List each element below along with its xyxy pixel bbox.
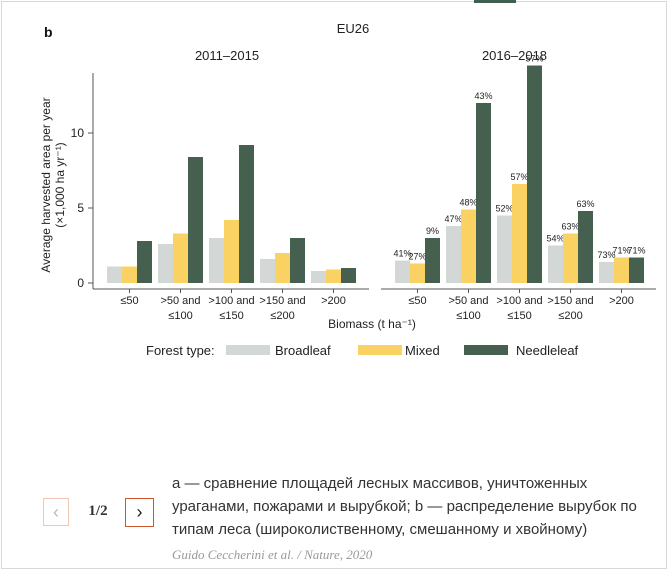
bar-needleleaf [425, 238, 440, 283]
pager-indicator: 1/2 [88, 503, 108, 519]
bar-broadleaf [446, 226, 461, 283]
figure-caption: a — сравнение площадей лесных массивов, … [172, 475, 637, 538]
x-tick-label: >50 and [160, 295, 200, 307]
prev-button[interactable]: ‹ [43, 498, 69, 526]
bar-data-label: 57% [525, 54, 543, 64]
y-axis-title-line1: Average harvested area per year [39, 97, 53, 272]
legend-label-needleleaf: Needleleaf [516, 343, 579, 358]
bar-mixed [173, 233, 188, 283]
bar-mixed [461, 209, 476, 283]
bar-data-label: 43% [474, 91, 492, 101]
bar-data-label: 63% [576, 199, 594, 209]
bar-data-label: 71% [627, 246, 645, 256]
bar-data-label: 48% [459, 198, 477, 208]
y-tick-label: 0 [77, 276, 84, 290]
chevron-left-icon: ‹ [53, 501, 59, 522]
bar-mixed [275, 253, 290, 283]
x-axis-title: Biomass (t ha⁻¹) [328, 317, 416, 331]
panel-label: b [44, 24, 53, 40]
bar-needleleaf [629, 257, 644, 283]
bar-mixed [512, 184, 527, 283]
next-button[interactable]: › [125, 498, 154, 527]
region-title: EU26 [337, 21, 370, 36]
bar-needleleaf [137, 241, 152, 283]
x-tick-label: >50 and [448, 295, 488, 307]
y-tick-label: 10 [71, 126, 85, 140]
harvest-chart: b EU26 0 5 10 Average harvested area per year… [39, 21, 656, 358]
x-tick-label: >150 and [259, 295, 305, 307]
panel-title: 2011–2015 [195, 48, 259, 63]
x-tick-label: ≤150 [219, 310, 243, 322]
y-axis-title: Average harvested area per year(×1,000 h… [39, 97, 67, 272]
bar-data-label: 41% [393, 249, 411, 259]
bar-needleleaf [341, 268, 356, 283]
bar-mixed [224, 220, 239, 283]
bar-mixed [410, 263, 425, 283]
legend-swatch-mixed [358, 345, 402, 355]
bar-needleleaf [578, 211, 593, 283]
bar-broadleaf [599, 262, 614, 283]
x-tick-label: ≤50 [120, 295, 138, 307]
y-axis-title-line2: (×1,000 ha yr⁻¹) [53, 142, 67, 227]
legend-swatch-broadleaf [226, 345, 270, 355]
bar-needleleaf [476, 103, 491, 283]
bar-data-label: 9% [426, 226, 439, 236]
legend-title: Forest type: [146, 343, 215, 358]
top-legend-fragment [474, 0, 574, 4]
bar-broadleaf [158, 244, 173, 283]
bar-data-label: 47% [444, 214, 462, 224]
x-tick-label: >100 and [208, 295, 254, 307]
bar-broadleaf [395, 260, 410, 283]
x-tick-label: ≤200 [558, 310, 582, 322]
chevron-right-icon: › [136, 502, 143, 522]
x-tick-label: ≤150 [507, 310, 531, 322]
bar-mixed [563, 233, 578, 283]
x-tick-label: >100 and [496, 295, 542, 307]
x-tick-label: >200 [609, 295, 634, 307]
bar-data-label: 73% [597, 250, 615, 260]
legend-swatch-needleleaf [464, 345, 508, 355]
bar-needleleaf [239, 145, 254, 283]
bar-broadleaf [311, 271, 326, 283]
bar-needleleaf [527, 65, 542, 283]
bar-broadleaf [497, 215, 512, 283]
panel-title: 2016–2018 [482, 48, 547, 63]
bar-data-label: 54% [546, 234, 564, 244]
x-tick-label: >150 and [547, 295, 593, 307]
x-tick-label: ≤100 [168, 310, 192, 322]
x-tick-label: ≤50 [408, 295, 426, 307]
bar-data-label: 27% [408, 252, 426, 262]
bar-broadleaf [209, 238, 224, 283]
legend-label-broadleaf: Broadleaf [275, 343, 331, 358]
harvest-legend-swatch [474, 0, 516, 3]
bar-needleleaf [290, 238, 305, 283]
x-tick-label: ≤100 [456, 310, 480, 322]
bar-needleleaf [188, 157, 203, 283]
legend-label-mixed: Mixed [405, 343, 440, 358]
bar-data-label: 52% [495, 204, 513, 214]
x-tick-label: ≤200 [270, 310, 294, 322]
bar-data-label: 63% [561, 222, 579, 232]
bar-mixed [614, 257, 629, 283]
y-tick-label: 5 [77, 201, 84, 215]
bar-mixed [122, 266, 137, 283]
bar-mixed [326, 269, 341, 283]
bar-broadleaf [548, 245, 563, 283]
bar-data-label: 71% [612, 246, 630, 256]
bar-broadleaf [107, 266, 122, 283]
x-tick-label: >200 [321, 295, 346, 307]
bar-data-label: 57% [510, 172, 528, 182]
figure-credit: Guido Ceccherini et al. / Nature, 2020 [172, 547, 373, 562]
bar-broadleaf [260, 259, 275, 283]
